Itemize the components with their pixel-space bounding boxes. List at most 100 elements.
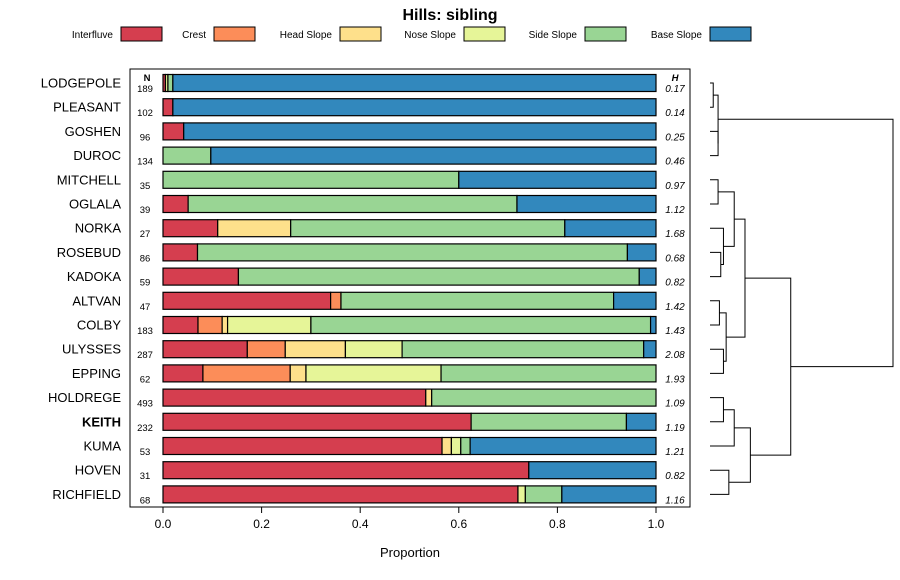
bar-segment-base-slope — [458, 170, 657, 189]
bar-segment-crest — [246, 340, 286, 359]
dendrogram-branch — [718, 191, 735, 247]
dendrogram-branch — [710, 130, 719, 157]
row-n-value: 134 — [137, 157, 153, 168]
row-h-value: 0.14 — [665, 108, 685, 119]
x-tick-label: 0.4 — [352, 517, 369, 531]
row-label: ALTVAN — [72, 293, 121, 308]
bar-segment-crest — [197, 315, 223, 335]
bar-segment-side-slope — [460, 436, 471, 456]
legend-label-2: Head Slope — [280, 30, 333, 41]
row-label: MITCHELL — [57, 172, 121, 187]
row-h-value: 0.46 — [665, 157, 685, 168]
legend-label-1: Crest — [182, 30, 206, 41]
bar-row-colby: COLBY 183 1.43 — [77, 315, 685, 337]
x-tick-label: 0.0 — [155, 517, 172, 531]
dendrogram-branch — [710, 227, 724, 265]
bar-segment-side-slope — [310, 315, 652, 335]
bar-segment-base-slope — [561, 485, 657, 504]
bar-segment-base-slope — [210, 146, 657, 165]
row-label: KADOKA — [67, 269, 122, 284]
dendrogram-branch — [710, 397, 724, 423]
bar-row-ulysses: ULYSSES 287 2.08 — [62, 340, 685, 361]
row-n-value: 53 — [140, 447, 151, 458]
row-h-value: 1.21 — [665, 447, 684, 458]
row-h-value: 0.97 — [665, 181, 685, 192]
dendrogram-branch — [710, 179, 719, 205]
bar-segment-interfluve — [162, 412, 472, 431]
bar-row-lodgepole: LODGEPOLE 189 0.17 — [41, 73, 685, 95]
row-label: PLEASANT — [53, 100, 121, 115]
plot-frame — [129, 68, 691, 508]
row-n-value: 493 — [137, 399, 153, 410]
bar-segment-head-slope — [284, 340, 347, 359]
bar-segment-nose-slope — [517, 485, 526, 504]
row-label: RICHFIELD — [52, 487, 121, 502]
x-axis: 0.0 0.2 0.4 0.6 0.8 1.0 — [155, 507, 665, 531]
bar-segment-interfluve — [162, 315, 199, 335]
bar-segment-side-slope — [167, 73, 174, 93]
bar-row-altvan: ALTVAN 47 1.42 — [72, 291, 685, 313]
bar-segment-side-slope — [196, 243, 629, 262]
dendrogram-branch — [718, 118, 894, 368]
row-h-value: 1.93 — [665, 374, 685, 385]
legend-swatch-2 — [339, 26, 382, 42]
bar-segment-side-slope — [431, 388, 657, 407]
bar-segment-crest — [202, 364, 291, 383]
dendrogram-branch — [726, 218, 746, 338]
bar-segment-side-slope — [340, 291, 615, 310]
bar-segment-interfluve — [162, 485, 519, 504]
bar-segment-side-slope — [187, 194, 518, 214]
bar-row-rosebud: ROSEBUD 86 0.68 — [57, 243, 685, 264]
row-h-value: 0.82 — [665, 278, 685, 289]
row-h-value: 2.08 — [664, 350, 685, 361]
row-n-value: 86 — [140, 253, 151, 264]
bar-segment-nose-slope — [226, 315, 312, 335]
x-tick-label: 1.0 — [648, 517, 665, 531]
bar-segment-head-slope — [221, 315, 229, 335]
row-n-value: 102 — [137, 108, 153, 119]
row-label: EPPING — [72, 366, 121, 381]
row-h-value: 0.17 — [665, 84, 685, 95]
bar-segment-nose-slope — [450, 436, 462, 456]
bar-segment-interfluve — [162, 219, 219, 238]
legend-swatch-0 — [120, 26, 163, 42]
row-n-value: 47 — [140, 302, 151, 313]
row-h-value: 1.19 — [665, 423, 685, 434]
dendrogram-branch — [728, 427, 751, 483]
row-label: KUMA — [83, 439, 121, 454]
dendrogram-branch — [719, 312, 727, 362]
bar-segment-crest — [330, 291, 342, 310]
bar-segment-interfluve — [162, 461, 530, 480]
row-h-value: 1.12 — [665, 205, 685, 216]
bar-segment-head-slope — [425, 388, 433, 407]
row-n-value: 189 — [137, 84, 153, 95]
bar-segment-interfluve — [162, 340, 248, 359]
bar-segment-side-slope — [440, 364, 657, 383]
row-n-value: 68 — [140, 495, 151, 506]
x-tick-label: 0.8 — [549, 517, 566, 531]
bar-segment-side-slope — [290, 219, 566, 238]
row-n-value: 31 — [140, 471, 151, 482]
row-h-value: 0.25 — [665, 132, 685, 143]
bar-segment-side-slope — [524, 485, 563, 504]
bar-row-epping: EPPING 62 1.93 — [72, 364, 685, 385]
legend-label-3: Nose Slope — [404, 30, 456, 41]
bar-row-hoven: HOVEN 31 0.82 — [75, 461, 685, 482]
chart-title: Hills: sibling — [402, 7, 497, 24]
row-n-value: 183 — [137, 326, 153, 337]
x-axis-label: Proportion — [380, 545, 440, 560]
bar-segment-nose-slope — [305, 364, 442, 383]
legend-swatch-3 — [463, 26, 506, 42]
bar-segment-base-slope — [469, 436, 657, 456]
bar-row-mitchell: MITCHELL 35 0.97 — [57, 170, 685, 192]
dendrogram-branch — [710, 469, 730, 495]
dendrogram-branch — [710, 300, 720, 326]
row-label: COLBY — [77, 318, 121, 333]
bar-segment-base-slope — [528, 461, 657, 480]
row-label: LODGEPOLE — [41, 76, 122, 91]
row-label: OGLALA — [69, 197, 121, 212]
dendrogram-branch — [710, 251, 722, 278]
row-label: GOSHEN — [65, 124, 121, 139]
bar-row-holdrege: HOLDREGE 493 1.09 — [48, 388, 685, 410]
